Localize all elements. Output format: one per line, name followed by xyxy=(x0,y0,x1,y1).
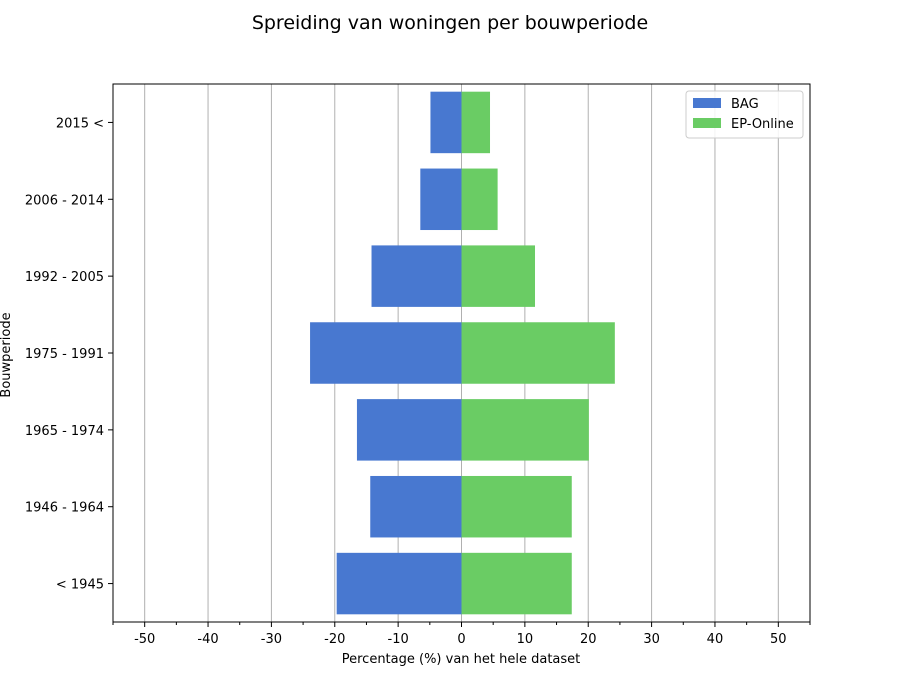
y-axis-label: Bouwperiode xyxy=(0,312,14,397)
legend-swatch xyxy=(693,118,721,128)
legend-swatch xyxy=(693,98,721,108)
x-tick-label: 30 xyxy=(643,632,660,647)
x-tick-label: -50 xyxy=(134,632,155,647)
bar-ep-online xyxy=(461,552,572,615)
x-tick-label: 10 xyxy=(517,632,534,647)
bar-ep-online xyxy=(461,245,536,307)
x-tick-label: 50 xyxy=(770,632,787,647)
x-axis: -50 -40 -30 -20 -10 0 10 20 30 40 50 xyxy=(112,622,811,647)
y-tick-label: 1975 - 1991 xyxy=(25,347,104,362)
y-axis: < 1945 1946 - 1964 1965 - 1974 1975 - 1991 1… xyxy=(25,116,113,593)
x-tick-label: -30 xyxy=(261,632,282,647)
y-tick-label: 1965 - 1974 xyxy=(25,424,104,439)
x-tick-label: 40 xyxy=(707,632,724,647)
x-tick-label: -20 xyxy=(324,632,345,647)
bar-bag xyxy=(310,322,462,384)
y-tick-label: < 1945 xyxy=(56,578,104,593)
bar-bag xyxy=(371,245,462,307)
bar-ep-online xyxy=(461,475,572,538)
bar-bag xyxy=(430,91,462,154)
x-tick-label: 0 xyxy=(457,632,465,647)
y-tick-label: 2006 - 2014 xyxy=(25,193,104,208)
bar-bag xyxy=(336,552,462,615)
x-tick-label: -10 xyxy=(388,632,409,647)
y-tick-label: 2015 < xyxy=(56,116,104,131)
chart-title: Spreiding van woningen per bouwperiode xyxy=(252,12,648,34)
bar-bag xyxy=(420,168,462,231)
bars xyxy=(310,91,615,615)
bar-ep-online xyxy=(461,322,615,384)
y-tick-label: 1992 - 2005 xyxy=(25,270,104,285)
y-tick-label: 1946 - 1964 xyxy=(25,501,104,516)
legend-label: BAG xyxy=(731,97,759,112)
legend-label: EP-Online xyxy=(731,117,794,132)
bar-ep-online xyxy=(461,399,589,461)
bar-bag xyxy=(370,475,462,538)
x-tick-label: 20 xyxy=(580,632,597,647)
bar-bag xyxy=(356,399,462,461)
legend: BAG EP-Online xyxy=(685,90,804,139)
bar-ep-online xyxy=(461,91,491,154)
x-axis-label: Percentage (%) van het hele dataset xyxy=(342,652,581,667)
bar-ep-online xyxy=(461,168,498,231)
x-tick-label: -40 xyxy=(197,632,218,647)
